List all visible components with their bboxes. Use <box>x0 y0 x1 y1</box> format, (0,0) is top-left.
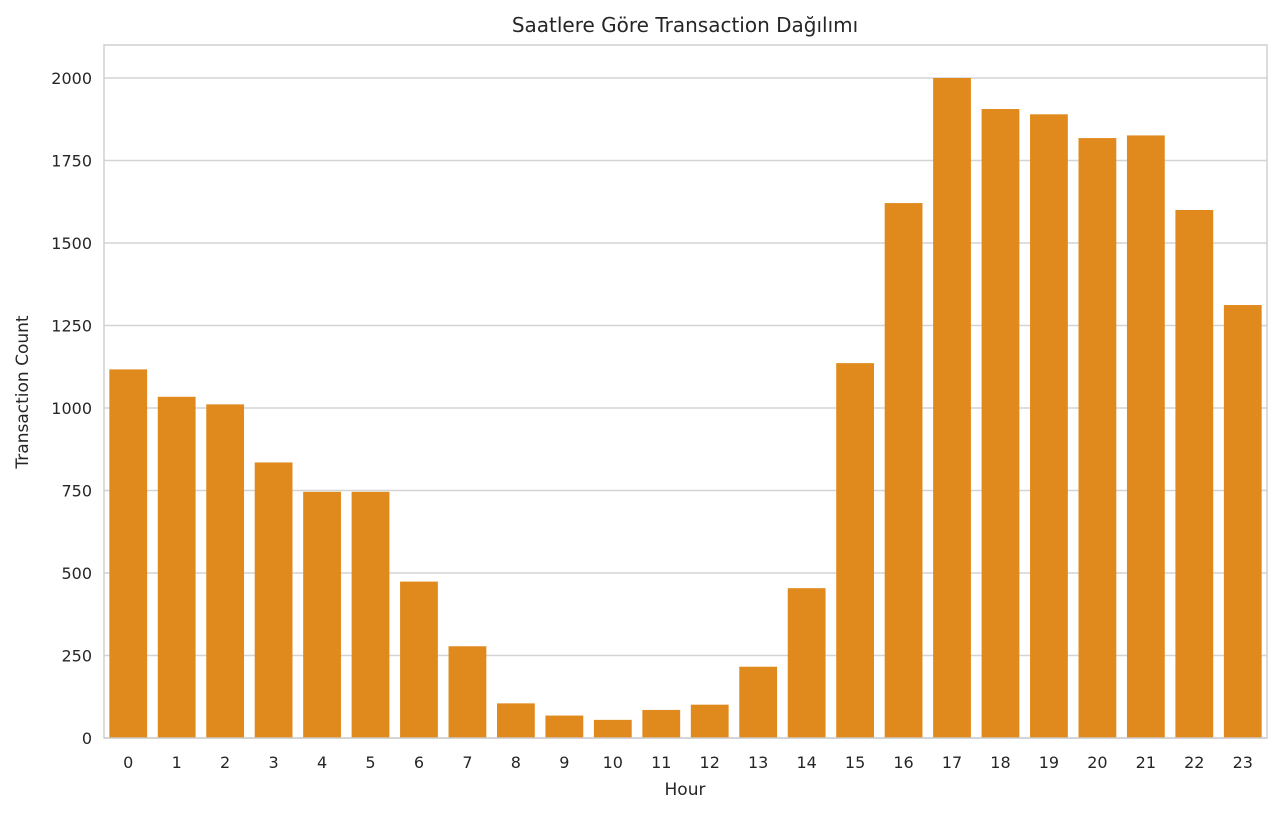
y-tick-labels: 0 250 500 750 1000 1250 1500 1750 2000 <box>51 69 92 748</box>
bar-hour-9 <box>545 715 584 738</box>
x-tick-label: 11 <box>651 753 671 772</box>
bar-hour-10 <box>593 719 632 738</box>
x-tick-label: 1 <box>172 753 182 772</box>
x-axis-label: Hour <box>665 780 706 800</box>
bar-hour-11 <box>642 709 681 738</box>
bar-hour-19 <box>1030 114 1068 739</box>
x-tick-labels: 0 1 2 3 4 5 6 7 8 9 10 11 12 13 14 15 16 17 18 19 20 21 22 23 <box>123 753 1253 772</box>
x-tick-label: 10 <box>603 753 623 772</box>
bar-hour-20 <box>1078 138 1117 738</box>
y-tick-label: 500 <box>61 564 92 583</box>
x-tick-label: 19 <box>1039 753 1059 772</box>
y-tick-label: 1750 <box>51 152 92 171</box>
bar-hour-21 <box>1126 135 1165 739</box>
grid-layer <box>104 77 1267 739</box>
x-tick-label: 6 <box>414 753 424 772</box>
y-tick-label: 2000 <box>51 69 92 88</box>
x-tick-label: 2 <box>220 753 230 772</box>
bar-layer <box>109 78 1262 739</box>
x-tick-label: 17 <box>942 753 962 772</box>
y-tick-label: 250 <box>61 647 92 666</box>
x-tick-label: 20 <box>1087 753 1107 772</box>
x-tick-label: 16 <box>893 753 913 772</box>
y-tick-label: 1500 <box>51 234 92 253</box>
bar-hour-16 <box>884 203 923 738</box>
x-tick-label: 7 <box>462 753 472 772</box>
y-axis-label: Transaction Count <box>13 315 33 469</box>
bar-hour-7 <box>448 646 487 738</box>
bar-hour-18 <box>981 109 1020 738</box>
bar-hour-0 <box>109 369 148 738</box>
bar-hour-2 <box>206 404 245 738</box>
bar-hour-5 <box>351 491 390 738</box>
x-tick-label: 23 <box>1233 753 1253 772</box>
x-tick-label: 4 <box>317 753 327 772</box>
bar-hour-15 <box>836 363 875 738</box>
bar-hour-13 <box>739 666 778 738</box>
x-tick-label: 12 <box>700 753 720 772</box>
bar-hour-22 <box>1175 210 1214 738</box>
bar-hour-8 <box>496 703 535 738</box>
bar-hour-14 <box>787 588 826 738</box>
x-tick-label: 21 <box>1136 753 1156 772</box>
x-tick-label: 3 <box>269 753 279 772</box>
x-tick-label: 15 <box>845 753 865 772</box>
x-tick-label: 13 <box>748 753 768 772</box>
bar-hour-23 <box>1223 305 1262 738</box>
y-tick-label: 1250 <box>51 317 92 336</box>
bar-hour-4 <box>303 491 341 738</box>
y-tick-label: 750 <box>61 482 92 501</box>
chart-title: Saatlere Göre Transaction Dağılımı <box>512 13 858 37</box>
x-tick-label: 5 <box>365 753 375 772</box>
bar-hour-17 <box>933 78 971 738</box>
x-tick-label: 0 <box>123 753 133 772</box>
plot-frame <box>103 44 1268 739</box>
bar-hour-12 <box>690 704 729 738</box>
y-tick-label: 0 <box>82 729 92 748</box>
x-tick-label: 18 <box>990 753 1010 772</box>
y-tick-label: 1000 <box>51 399 92 418</box>
bar-hour-3 <box>254 462 293 738</box>
x-tick-label: 14 <box>796 753 816 772</box>
x-tick-label: 9 <box>559 753 569 772</box>
bar-hour-6 <box>400 581 438 738</box>
x-tick-label: 8 <box>511 753 521 772</box>
x-tick-label: 22 <box>1184 753 1204 772</box>
bar-hour-1 <box>157 396 196 738</box>
